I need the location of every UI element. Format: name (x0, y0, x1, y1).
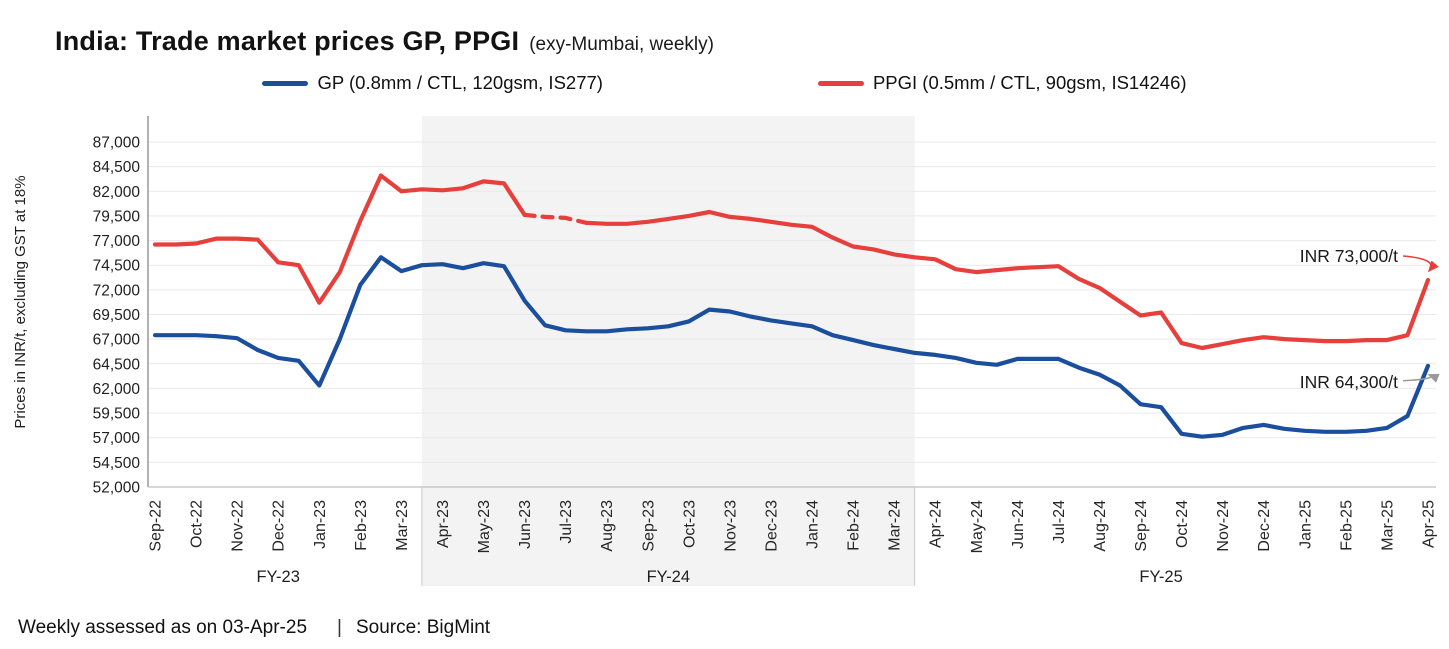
x-tick-label: Sep-22 (148, 500, 165, 552)
x-tick-label: Apr-24 (928, 500, 945, 548)
legend: GP (0.8mm / CTL, 120gsm, IS277) PPGI (0.… (0, 72, 1449, 94)
x-tick-label: May-24 (969, 500, 986, 553)
x-tick-label: Mar-25 (1379, 500, 1396, 551)
x-tick-label: Dec-23 (763, 500, 780, 552)
x-tick-label: Dec-22 (271, 500, 288, 552)
x-tick-label: Oct-24 (1174, 500, 1191, 548)
x-tick-label: Dec-24 (1256, 500, 1273, 552)
y-tick-label: 77,000 (93, 233, 141, 250)
y-tick-label: 59,500 (93, 406, 141, 423)
page-subtitle: (exy-Mumbai, weekly) (529, 34, 714, 55)
y-tick-label: 64,500 (93, 356, 141, 373)
assessment-date-text: Weekly assessed as on 03-Apr-25 (18, 617, 308, 638)
y-tick-label: 74,500 (93, 258, 141, 275)
series-line-ppgi (522, 212, 589, 225)
x-tick-label: Aug-23 (599, 500, 616, 552)
x-tick-label: Jun-23 (517, 500, 534, 549)
y-tick-label: 87,000 (93, 135, 141, 152)
x-tick-label: Jul-24 (1051, 500, 1068, 544)
y-tick-label: 67,000 (93, 332, 141, 349)
ppgi-legend-label: PPGI (0.5mm / CTL, 90gsm, IS14246) (872, 72, 1187, 93)
x-tick-label: Jan-24 (805, 500, 822, 549)
footer-divider: | (337, 617, 342, 638)
series-line-ppgi (152, 173, 527, 305)
x-tick-label: Mar-23 (394, 500, 411, 551)
x-tick-label: Feb-24 (846, 500, 863, 551)
x-tick-label: Sep-23 (640, 500, 657, 552)
x-tick-label: Nov-23 (722, 500, 739, 552)
source-text: Source: BigMint (355, 617, 491, 638)
price-trend-chart: 52,000 54,500 57,000 59,500 62,000 64,500 67,0… (93, 116, 1440, 586)
legend-item-ppgi: PPGI (0.5mm / CTL, 90gsm, IS14246) (817, 72, 1187, 94)
y-tick-label: 52,000 (93, 480, 141, 497)
fy-label: FY-23 (256, 568, 299, 586)
fy24-highlight-band (421, 116, 915, 586)
legend-item-gp: GP (0.8mm / CTL, 120gsm, IS277) (262, 72, 603, 94)
annotation-arrow (1402, 255, 1439, 273)
y-tick-label: 69,500 (93, 307, 141, 324)
y-tick-label: 84,500 (93, 159, 141, 176)
y-tick-label: 54,500 (93, 455, 141, 472)
fy-label: FY-25 (1139, 568, 1182, 586)
chart-footer: Weekly assessed as on 03-Apr-25 | Source… (18, 617, 490, 639)
chart-header: India: Trade market prices GP, PPGI (exy… (55, 26, 714, 57)
x-tick-label: Aug-24 (1092, 500, 1109, 552)
x-tick-label: Jul-23 (558, 500, 575, 544)
y-tick-label: 82,000 (93, 184, 141, 201)
annotation-arrow (1402, 373, 1440, 383)
x-tick-label: May-23 (476, 500, 493, 553)
annotation-gp: INR 64,300/t (1300, 372, 1398, 392)
x-tick-label: Jun-24 (1010, 500, 1027, 549)
y-tick-label: 79,500 (93, 208, 141, 225)
x-tick-label: Apr-25 (1421, 500, 1438, 548)
x-tick-label: Nov-24 (1215, 500, 1232, 552)
x-tick-label: Oct-22 (189, 500, 206, 548)
x-tick-label: Oct-23 (681, 500, 698, 548)
x-tick-label: Sep-24 (1133, 500, 1150, 552)
y-tick-label: 72,000 (93, 282, 141, 299)
y-tick-label: 57,000 (93, 430, 141, 447)
gp-line-swatch (262, 80, 309, 86)
x-tick-label: Nov-22 (230, 500, 247, 552)
x-tick-label: Feb-23 (353, 500, 370, 551)
series-line-ppgi (584, 209, 1431, 351)
x-tick-label: Feb-25 (1338, 500, 1355, 551)
ppgi-line-swatch (817, 80, 864, 86)
fy-label: FY-24 (647, 568, 690, 586)
x-tick-label: Apr-23 (435, 500, 452, 548)
x-tick-label: Mar-24 (887, 500, 904, 551)
x-tick-label: Jan-25 (1297, 500, 1314, 549)
page-title: India: Trade market prices GP, PPGI (55, 26, 520, 56)
gp-legend-label: GP (0.8mm / CTL, 120gsm, IS277) (317, 72, 603, 93)
annotation-ppgi: INR 73,000/t (1300, 246, 1398, 266)
x-tick-label: Jan-23 (312, 500, 329, 549)
series-line-gp (152, 255, 1431, 439)
y-tick-label: 62,000 (93, 381, 141, 398)
